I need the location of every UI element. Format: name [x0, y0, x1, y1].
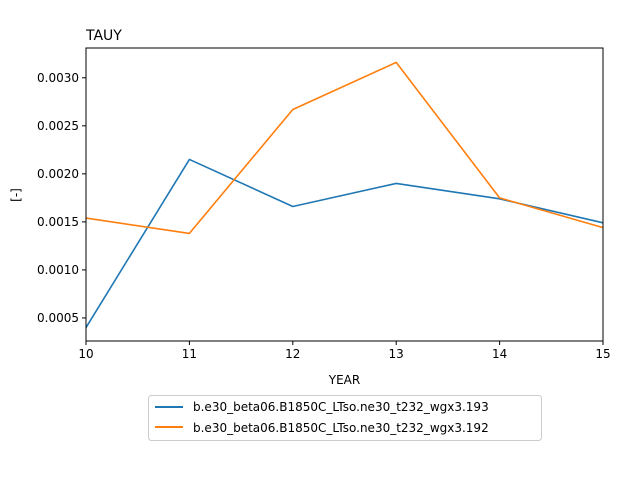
x-tick-label: 15	[595, 347, 610, 361]
y-tick-label: 0.0020	[37, 167, 79, 181]
y-tick-label: 0.0010	[37, 263, 79, 277]
legend-label-series-2: b.e30_beta06.B1850C_LTso.ne30_t232_wgx3.…	[193, 421, 489, 435]
x-tick-label: 12	[285, 347, 300, 361]
x-axis-label: YEAR	[328, 373, 360, 387]
y-tick-label: 0.0030	[37, 71, 79, 85]
x-tick-label: 13	[389, 347, 404, 361]
chart-title: TAUY	[85, 28, 122, 44]
plot-lines	[85, 61, 604, 328]
legend-label-series-1: b.e30_beta06.B1850C_LTso.ne30_t232_wgx3.…	[193, 400, 489, 414]
x-tick-label: 14	[492, 347, 507, 361]
y-tick-label: 0.0015	[37, 215, 79, 229]
plot-frame	[85, 47, 604, 342]
x-tick-label: 10	[78, 347, 93, 361]
y-tick-label: 0.0005	[37, 311, 79, 325]
y-tick-label: 0.0025	[37, 119, 79, 133]
x-tick-label: 11	[182, 347, 197, 361]
legend: b.e30_beta06.B1850C_LTso.ne30_t232_wgx3.…	[148, 395, 542, 441]
series-line-1	[85, 158, 604, 328]
series-line-2	[85, 61, 604, 235]
legend-box	[148, 395, 542, 441]
x-axis-ticks: 10 11 12 13 14 15	[78, 341, 611, 361]
y-axis-ticks: 0.0005 0.0010 0.0015 0.0020 0.0025 0.0030	[37, 71, 86, 325]
y-axis-label: [-]	[9, 188, 23, 202]
